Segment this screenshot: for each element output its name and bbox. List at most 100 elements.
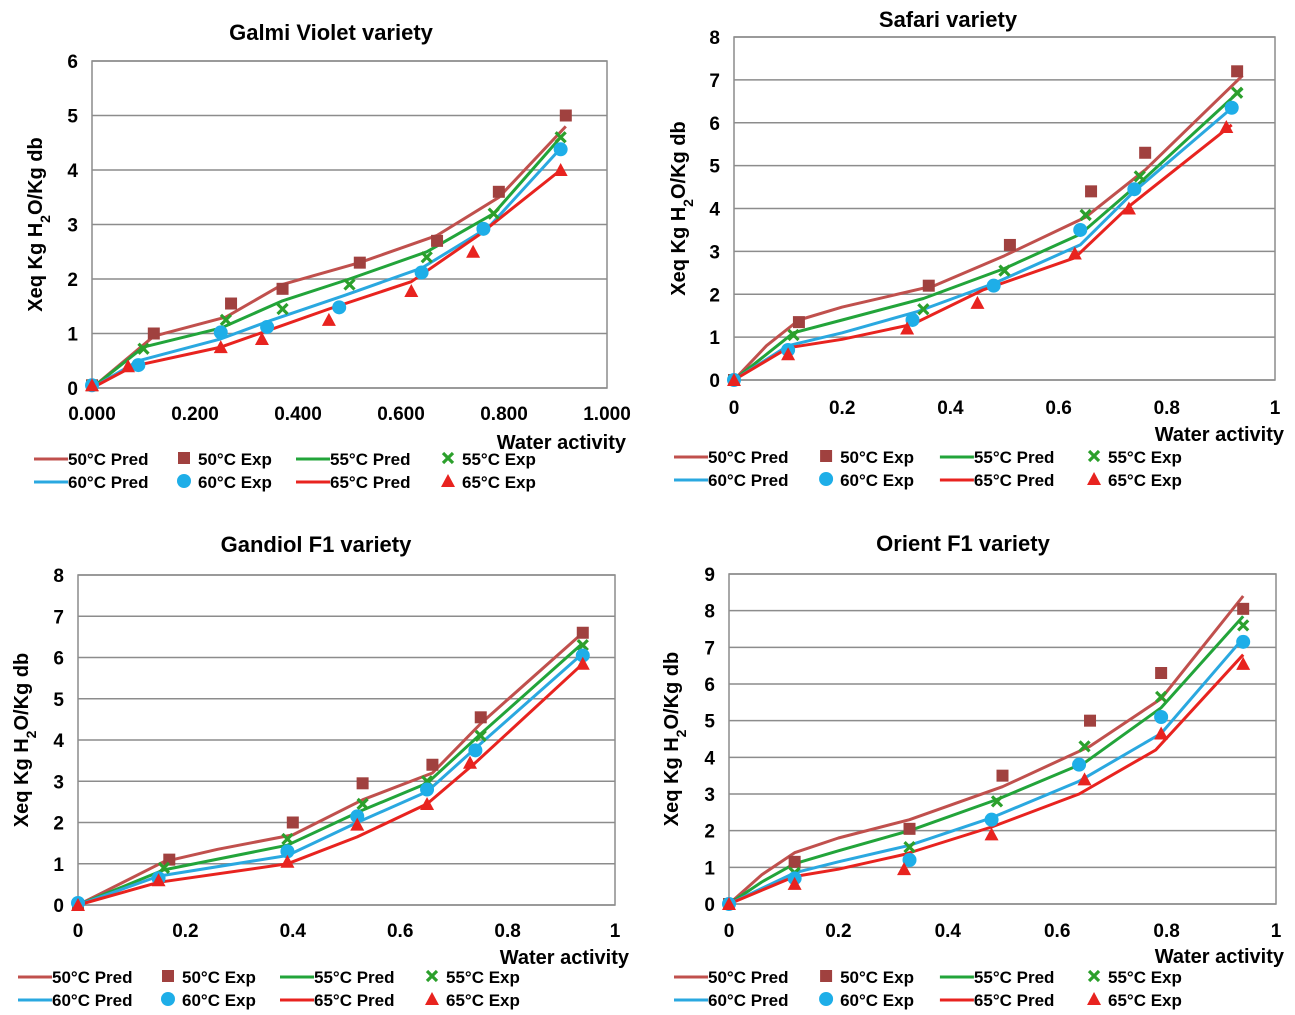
y-tick-label: 8 [53,566,64,587]
x-tick-label: 0 [73,921,84,942]
data-point [1154,726,1169,740]
legend-swatch [1087,449,1101,463]
data-point [431,234,444,247]
data-point [343,278,356,291]
legend-entry: 55°C Pred [939,448,1054,467]
legend-label: 65°C Exp [1108,471,1182,490]
legend-entry: 65°C Exp [1087,471,1182,490]
data-point [575,656,590,670]
data-point [420,251,433,264]
data-point [254,331,269,345]
y-tick-label: 0 [67,379,78,400]
legend-label: 50°C Exp [840,968,914,987]
data-point [350,809,365,824]
legend-label: 60°C Pred [708,471,789,490]
data-point [1133,170,1146,183]
data-point [722,897,736,910]
x-tick-label: 0 [729,398,740,419]
data-point [998,264,1011,277]
data-point [137,342,150,355]
legend-entry: 50°C Pred [674,448,789,467]
y-tick-label: 7 [53,607,64,628]
data-point [787,328,800,342]
legend: 50°C Pred 50°C Exp 55°C Pred 55°C Exp 60°C P… [674,968,1182,1010]
data-point [787,876,802,890]
x-tick-label: 0.000 [68,404,116,425]
data-point [996,769,1009,782]
x-tick-label: 0.600 [377,404,425,425]
legend-label: 55°C Exp [1108,968,1182,987]
data-point [85,378,99,392]
data-point [321,312,336,326]
x-tick-label: 0.6 [1044,921,1070,942]
data-point [553,163,568,176]
data-point [1224,100,1239,115]
x-tick-label: 0.2 [825,921,851,942]
data-point [280,854,295,868]
y-tick-label: 5 [53,690,64,711]
legend-label: 60°C Pred [708,991,789,1010]
legend-entry: 60°C Pred [18,991,133,1010]
data-point [922,279,935,292]
legend-entry: 55°C Exp [1087,448,1182,467]
legend-swatch [819,472,834,486]
legend-swatch [1087,992,1102,1005]
data-point [219,313,233,327]
chart-orient: 0 1 2 3 4 5 6 7 8 9 0 0.2 0.4 0.6 0.8 1 Orient F1 variet… [661,531,1285,1010]
data-point [71,898,85,911]
legend-swatch [819,992,834,1006]
legend-swatch [441,451,455,465]
x-tick-label: 0.6 [387,921,413,942]
data-point [900,321,915,335]
legend-label: 65°C Pred [974,991,1055,1010]
y-tick-label: 8 [704,602,715,623]
y-axis-label: Xeq Kg H2O/Kg db [25,137,53,311]
legend-label: 55°C Pred [314,968,395,987]
data-point [553,142,568,157]
legend-entry: 55°C Exp [1087,968,1182,987]
x-tick-label: 0.6 [1045,398,1071,419]
legend-entry: 50°C Pred [674,968,789,987]
legend-entry: 65°C Exp [425,991,520,1010]
chart-title: Gandiol F1 variety [221,532,412,557]
legend-swatch [820,450,833,462]
data-point [554,131,567,144]
y-tick-label: 3 [704,785,715,806]
data-point [781,347,796,361]
y-axis-label: Xeq Kg H2O/Kg db [661,652,689,826]
data-point [492,185,505,198]
data-point [1078,740,1091,753]
legend-swatch [820,970,833,982]
series-line-65-c-pred [91,168,562,390]
legend-label: 55°C Pred [330,450,411,469]
legend-swatch [1087,472,1102,485]
data-point [426,758,439,771]
data-point [420,782,435,797]
data-point [463,755,478,769]
data-point [404,283,419,297]
data-point [474,711,487,724]
data-point [1003,238,1016,251]
data-point [1079,208,1092,222]
legend-swatch [162,970,174,982]
legend-entry: 55°C Pred [939,968,1054,987]
data-point [792,316,805,329]
data-point [788,855,801,868]
data-point [986,278,1001,293]
legend-swatch [178,452,190,464]
data-point [356,797,369,811]
series-line-65-c-pred [733,123,1233,382]
y-tick-label: 4 [53,731,64,752]
x-tick-label: 0.8 [1153,921,1179,942]
chart-title: Galmi Violet variety [229,20,434,45]
legend-label: 60°C Exp [198,473,272,492]
data-point [984,812,999,827]
data-point [1073,222,1088,237]
legend-label: 65°C Exp [462,473,536,492]
y-tick-label: 7 [709,71,720,92]
legend-label: 65°C Exp [1108,991,1182,1010]
data-point [213,340,228,354]
x-tick-label: 0.800 [480,404,528,425]
legend-entry: 65°C Pred [280,991,395,1010]
